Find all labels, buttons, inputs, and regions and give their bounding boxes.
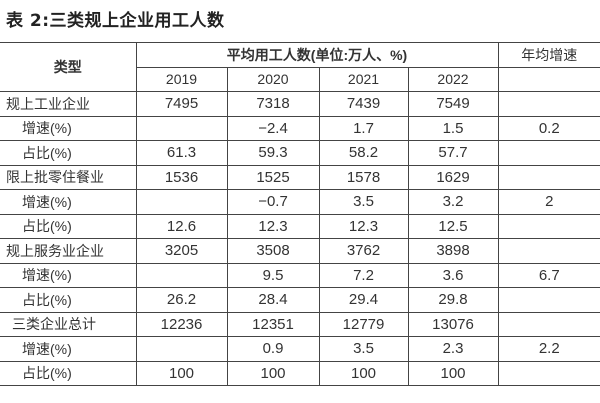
table-cell: [497, 213, 600, 239]
table-cell: 12.5: [407, 213, 499, 239]
table-cell: 2.2: [497, 336, 600, 362]
table-cell: 28.4: [226, 287, 320, 313]
table-cell: 12.3: [226, 213, 320, 239]
year-header: 2021: [318, 66, 409, 92]
table-cell: 1629: [407, 164, 499, 190]
type-header: 类型: [0, 42, 137, 92]
table-cell: 12.3: [318, 213, 409, 239]
row-label: 占比(%): [0, 140, 137, 166]
table-cell: 1578: [318, 164, 409, 190]
table-cell: 3.2: [407, 189, 499, 215]
table-cell: 12236: [135, 311, 228, 337]
table-cell: 7318: [226, 91, 320, 117]
table-row: 占比(%) 100 100 100 100: [0, 360, 600, 386]
table-cell: 6.7: [497, 262, 600, 288]
table-cell: [135, 115, 228, 141]
table-cell: [135, 336, 228, 362]
table-cell: 3898: [407, 238, 499, 264]
year-header: 2019: [136, 66, 228, 92]
table-cell: 100: [226, 360, 320, 386]
table-cell: 7439: [318, 91, 409, 117]
table-cell: 2.3: [407, 336, 499, 362]
table-cell: 12779: [318, 311, 409, 337]
table-cell: 3508: [226, 238, 320, 264]
table-cell: 100: [135, 360, 228, 386]
table-row: 增速(%) 9.5 7.2 3.6 6.7: [0, 262, 600, 288]
table-cell: [497, 238, 600, 264]
table-cell: 9.5: [226, 262, 320, 288]
table-row: 占比(%) 26.2 28.4 29.4 29.8: [0, 287, 600, 313]
table-cell: 12.6: [135, 213, 228, 239]
employment-table: 类型 平均用工人数(单位:万人、%) 年均增速 2019 2020 2021 2…: [0, 42, 600, 386]
row-label: 增速(%): [0, 336, 137, 362]
table-cell: 3.5: [318, 189, 409, 215]
table-cell: [497, 287, 600, 313]
table-title: 表 2:三类规上企业用工人数: [6, 11, 225, 31]
row-label: 占比(%): [0, 287, 137, 313]
table-cell: 1.5: [407, 115, 499, 141]
table-cell: [497, 164, 600, 190]
table-row: 规上工业企业 7495 7318 7439 7549: [0, 91, 600, 117]
table-cell: −2.4: [226, 115, 320, 141]
row-label: 占比(%): [0, 213, 137, 239]
table-cell: 3.6: [407, 262, 499, 288]
table-cell: [497, 140, 600, 166]
table-cell: 3205: [135, 238, 228, 264]
table-cell: [135, 189, 228, 215]
avg-growth-header: 年均增速: [497, 42, 600, 68]
table-cell: 3762: [318, 238, 409, 264]
year-header: 2020: [226, 66, 320, 92]
table-cell: [135, 262, 228, 288]
table-cell: 2: [497, 189, 600, 215]
table-row: 占比(%) 61.3 59.3 58.2 57.7: [0, 140, 600, 166]
table-cell: 59.3: [226, 140, 320, 166]
table-cell: 58.2: [318, 140, 409, 166]
table-row: 限上批零住餐业 1536 1525 1578 1629: [0, 164, 600, 190]
table-cell: 57.7: [407, 140, 499, 166]
empty-header: [497, 66, 600, 92]
row-label: 增速(%): [0, 189, 137, 215]
table-cell: [497, 360, 600, 386]
table-cell: 7495: [135, 91, 228, 117]
year-header: 2022: [407, 66, 499, 92]
table-cell: 12351: [226, 311, 320, 337]
table-cell: 61.3: [135, 140, 228, 166]
row-label: 增速(%): [0, 262, 137, 288]
table-cell: 7549: [407, 91, 499, 117]
table-cell: 1.7: [318, 115, 409, 141]
table-row: 增速(%) −0.7 3.5 3.2 2: [0, 189, 600, 215]
table-cell: 1525: [226, 164, 320, 190]
row-label: 限上批零住餐业: [0, 164, 137, 190]
table-cell: 0.9: [226, 336, 320, 362]
table-cell: 7.2: [318, 262, 409, 288]
table-cell: 100: [318, 360, 409, 386]
table-row: 增速(%) −2.4 1.7 1.5 0.2: [0, 115, 600, 141]
table-cell: 0.2: [497, 115, 600, 141]
row-label: 规上服务业企业: [0, 238, 137, 264]
table-row: 占比(%) 12.6 12.3 12.3 12.5: [0, 213, 600, 239]
table-cell: 29.4: [318, 287, 409, 313]
table-cell: 3.5: [318, 336, 409, 362]
table-cell: [497, 311, 600, 337]
table-cell: 13076: [407, 311, 499, 337]
table-cell: 29.8: [407, 287, 499, 313]
table-cell: −0.7: [226, 189, 320, 215]
table-cell: 1536: [135, 164, 228, 190]
row-label: 增速(%): [0, 115, 137, 141]
table-cell: [497, 91, 600, 117]
group-header: 平均用工人数(单位:万人、%): [135, 42, 499, 68]
table-row: 三类企业总计 12236 12351 12779 13076: [0, 311, 600, 337]
table-row: 增速(%) 0.9 3.5 2.3 2.2: [0, 336, 600, 362]
table-row: 规上服务业企业 3205 3508 3762 3898: [0, 238, 600, 264]
row-label: 三类企业总计: [0, 311, 137, 337]
table-cell: 100: [407, 360, 499, 386]
row-label: 占比(%): [0, 360, 137, 386]
row-label: 规上工业企业: [0, 91, 137, 117]
table-cell: 26.2: [135, 287, 228, 313]
